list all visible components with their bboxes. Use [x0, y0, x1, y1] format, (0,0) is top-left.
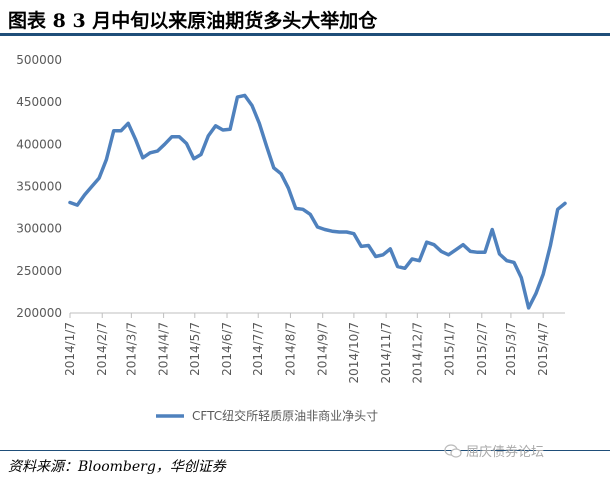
x-tick-label: 2015/4/7 [536, 322, 550, 376]
wechat-icon [444, 443, 462, 458]
source-note: 资料来源：Bloomberg，华创证券 [8, 459, 226, 475]
x-tick-label: 2014/2/7 [95, 322, 109, 376]
x-tick-label: 2014/1/7 [63, 322, 77, 376]
y-tick-label: 200000 [16, 306, 62, 320]
x-tick-label: 2014/9/7 [316, 322, 330, 376]
x-axis: 2014/1/7 2014/2/7 2014/3/7 2014/4/7 2014/5/7… [63, 312, 565, 384]
x-tick-label: 2014/5/7 [188, 322, 202, 376]
series-line [68, 93, 567, 310]
x-tick-label: 2015/2/7 [475, 322, 489, 376]
x-tick-label: 2014/6/7 [220, 322, 234, 376]
x-tick-label: 2014/8/7 [283, 322, 297, 376]
y-tick-label: 250000 [16, 264, 62, 278]
watermark: 屈庆债券论坛 [444, 441, 544, 460]
title-bar: 图表 8 3 月中旬以来原油期货多头大举加仓 [0, 0, 610, 36]
y-tick-label: 400000 [16, 137, 62, 151]
y-tick-label: 350000 [16, 180, 62, 194]
legend: CFTC纽交所轻质原油非商业净头寸 [156, 408, 378, 423]
y-tick-label: 300000 [16, 222, 62, 236]
x-tick-label: 2014/4/7 [157, 322, 171, 376]
legend-label: CFTC纽交所轻质原油非商业净头寸 [192, 408, 378, 423]
y-axis: 200000 250000 300000 350000 400000 450000 5000… [16, 53, 62, 320]
footer-rule [0, 450, 610, 451]
x-tick-label: 2014/11/7 [379, 322, 393, 384]
watermark-text: 屈庆债券论坛 [466, 445, 545, 460]
x-tick-label: 2014/12/7 [410, 322, 424, 384]
x-tick-label: 2015/3/7 [504, 322, 518, 376]
series-group [68, 93, 567, 310]
y-tick-label: 500000 [16, 53, 62, 67]
x-tick-label: 2014/3/7 [124, 322, 138, 376]
x-tick-label: 2014/10/7 [347, 322, 361, 384]
chart-title: 图表 8 3 月中旬以来原油期货多头大举加仓 [8, 10, 378, 32]
x-tick-label: 2014/7/7 [251, 322, 265, 376]
x-tick-label: 2015/1/7 [443, 322, 457, 376]
line-chart: 200000 250000 300000 350000 400000 450000 5000… [16, 53, 567, 423]
y-tick-label: 450000 [16, 95, 62, 109]
